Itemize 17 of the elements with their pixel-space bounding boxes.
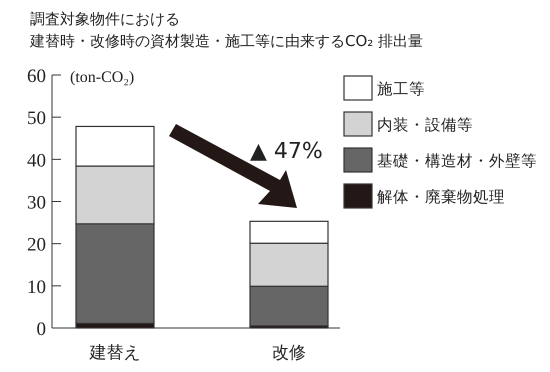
legend-label: 基礎・構造材・外壁等 xyxy=(377,152,537,170)
legend-label: 解体・廃棄物処理 xyxy=(377,188,505,206)
y-tick-label: 0 xyxy=(36,319,46,340)
y-tick-label: 60 xyxy=(27,66,46,87)
y-tick-label: 30 xyxy=(27,192,46,214)
y-axis-title: (ton-CO₂) xyxy=(70,69,134,86)
chart-subtitle: 建替時・改修時の資材製造・施工等に由来するCO₂ 排出量 xyxy=(29,32,424,50)
legend-label: 内装・設備等 xyxy=(377,116,473,134)
chart-title: 調査対象物件における xyxy=(30,10,180,28)
legend-label: 施工等 xyxy=(377,80,425,98)
annotation: ▲ 47% xyxy=(250,139,323,164)
y-tick-label: 10 xyxy=(27,276,46,298)
x-tick-label: 建替え xyxy=(88,343,140,363)
x-tick-label: 改修 xyxy=(272,343,306,363)
y-tick-label: 20 xyxy=(27,234,46,256)
y-tick-label: 40 xyxy=(27,150,46,172)
y-tick-label: 50 xyxy=(27,108,46,130)
